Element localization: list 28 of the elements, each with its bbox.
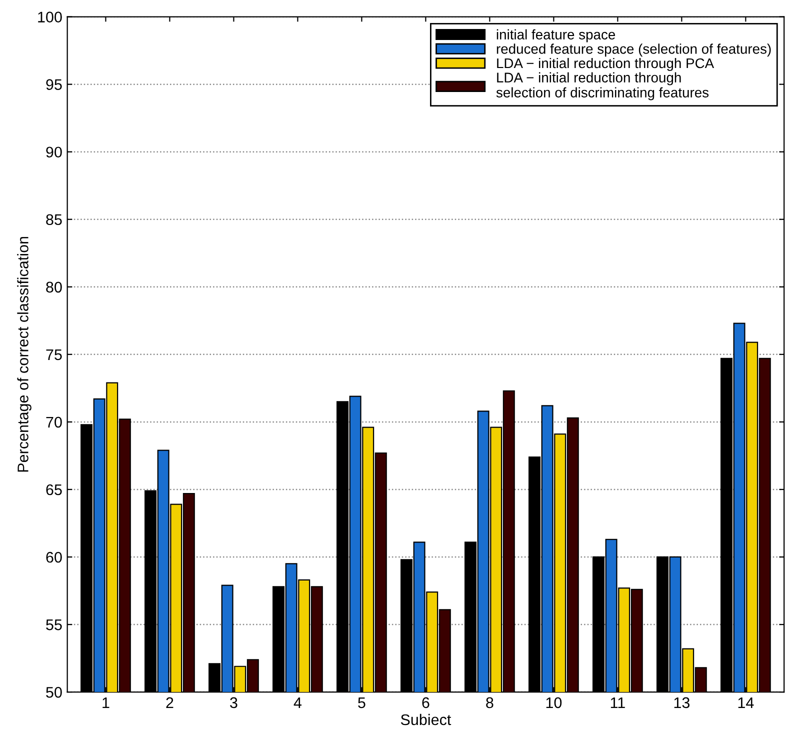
x-axis-title: Subiect	[400, 714, 452, 726]
y-tick-label: 100	[38, 12, 62, 22]
y-tick-label: 55	[46, 620, 62, 630]
legend-label: LDA − initial reduction through PCA	[497, 58, 714, 71]
x-tick-label: 10	[546, 697, 562, 708]
y-tick-label: 95	[46, 79, 62, 90]
legend-label: reduced feature space (selection of features)	[496, 44, 771, 57]
y-tick-label: 90	[46, 146, 62, 158]
x-tick-label: 13	[674, 697, 690, 708]
x-tick-label: 6	[422, 697, 430, 708]
x-tick-label: 14	[738, 697, 754, 708]
y-axis-title: Percentage of correct classification	[17, 236, 32, 472]
x-tick-label: 11	[610, 697, 625, 708]
x-tick-label: 3	[230, 697, 238, 708]
x-tick-label: 8	[486, 697, 494, 708]
x-tick-label: 1	[102, 697, 110, 708]
x-tick-label: 5	[358, 697, 366, 708]
y-tick-label: 80	[46, 282, 62, 293]
y-tick-label: 60	[46, 552, 62, 563]
y-tick-label: 50	[46, 686, 62, 698]
legend-label: initial feature space	[496, 29, 616, 42]
y-tick-label: 85	[46, 214, 62, 226]
y-tick-label: 70	[46, 416, 62, 428]
x-tick-label: 4	[294, 697, 302, 708]
legend-label: LDA − initial reduction through selection of discriminating features	[496, 72, 709, 100]
y-tick-label: 75	[46, 349, 62, 360]
x-tick-label: 2	[166, 697, 174, 708]
y-tick-label: 65	[46, 484, 62, 496]
